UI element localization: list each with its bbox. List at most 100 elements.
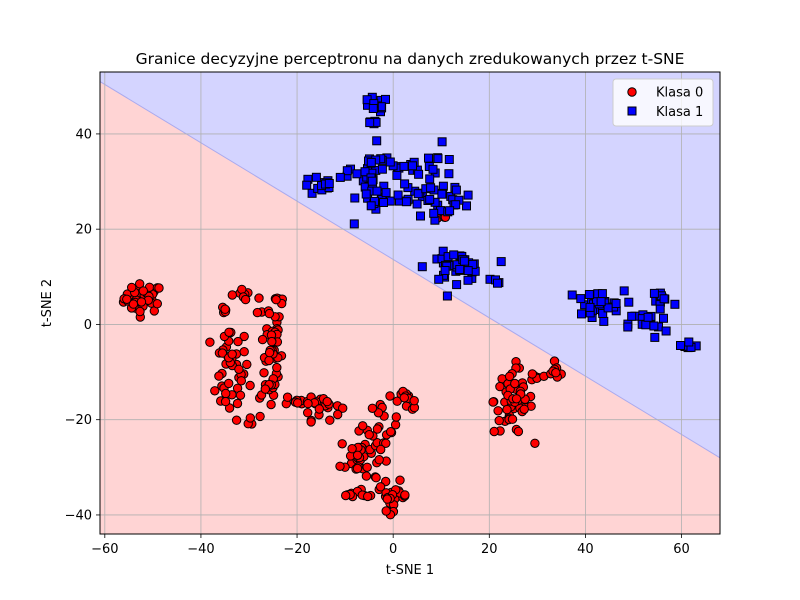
point-klasa-1 [624,323,632,331]
point-klasa-0 [283,393,291,401]
x-tick-label: 40 [577,542,594,557]
point-klasa-0 [258,335,266,343]
point-klasa-0 [496,382,504,390]
point-klasa-0 [265,356,273,364]
point-klasa-0 [315,405,323,413]
point-klasa-0 [238,285,246,293]
point-klasa-1 [612,300,620,308]
point-klasa-1 [373,187,381,195]
point-klasa-0 [363,463,371,471]
point-klasa-1 [378,165,386,173]
point-klasa-1 [460,257,468,265]
point-klasa-0 [304,409,312,417]
point-klasa-0 [255,294,263,302]
point-klasa-1 [464,267,472,275]
point-klasa-0 [265,309,273,317]
point-klasa-0 [243,360,251,368]
point-klasa-0 [225,328,233,336]
point-klasa-1 [677,342,685,350]
point-klasa-1 [351,194,359,202]
y-axis-label: t-SNE 2 [40,279,55,327]
point-klasa-1 [644,313,652,321]
x-axis-ticks: −60 −40 −20 0 20 40 60 [91,534,690,557]
point-klasa-1 [568,291,576,299]
point-klasa-0 [494,407,502,415]
point-klasa-1 [577,295,585,303]
point-klasa-0 [514,427,522,435]
point-klasa-0 [520,405,528,413]
point-klasa-0 [372,474,380,482]
point-klasa-1 [401,180,409,188]
plot-area [100,72,720,534]
y-tick-label: −40 [65,508,92,523]
point-klasa-1 [656,305,664,313]
point-klasa-1 [578,310,586,318]
point-klasa-0 [368,404,376,412]
point-klasa-1 [585,291,593,299]
point-klasa-0 [375,456,383,464]
point-klasa-0 [508,415,516,423]
point-klasa-0 [495,416,503,424]
point-klasa-1 [597,298,605,306]
point-klasa-0 [326,416,334,424]
y-tick-label: −20 [65,413,92,428]
point-klasa-1 [417,212,425,220]
point-klasa-0 [256,412,264,420]
y-tick-label: 40 [75,127,92,142]
point-klasa-0 [155,284,163,292]
point-klasa-1 [445,156,453,164]
point-klasa-0 [382,507,390,515]
point-klasa-0 [123,295,131,303]
point-klasa-1 [362,190,370,198]
point-klasa-0 [139,287,147,295]
point-klasa-1 [429,165,437,173]
point-klasa-1 [386,158,394,166]
point-klasa-0 [225,379,233,387]
point-klasa-0 [364,492,372,500]
point-klasa-1 [435,275,443,283]
point-klasa-0 [410,397,418,405]
point-klasa-1 [368,177,376,185]
point-klasa-0 [294,399,302,407]
point-klasa-0 [490,427,498,435]
point-klasa-0 [531,439,539,447]
point-klasa-1 [402,198,410,206]
point-klasa-0 [240,348,248,356]
point-klasa-0 [323,397,331,405]
point-klasa-0 [528,370,536,378]
point-klasa-1 [303,181,311,189]
point-klasa-1 [685,338,693,346]
point-klasa-1 [438,190,446,198]
point-klasa-0 [246,381,254,389]
legend-label-klasa-1: Klasa 1 [656,105,703,120]
point-klasa-0 [235,365,243,373]
point-klasa-0 [401,491,409,499]
legend-marker-klasa-1 [628,107,636,115]
point-klasa-0 [336,462,344,470]
point-klasa-1 [660,295,668,303]
point-klasa-1 [418,263,426,271]
point-klasa-1 [598,290,606,298]
point-klasa-1 [393,171,401,179]
point-klasa-1 [325,180,333,188]
point-klasa-0 [246,414,254,422]
point-klasa-0 [503,405,511,413]
point-klasa-1 [312,173,320,181]
point-klasa-1 [600,317,608,325]
point-klasa-1 [463,202,471,210]
point-klasa-1 [438,138,446,146]
point-klasa-1 [415,170,423,178]
point-klasa-0 [260,369,268,377]
point-klasa-1 [382,189,390,197]
point-klasa-1 [445,170,453,178]
point-klasa-1 [434,155,442,163]
point-klasa-0 [233,399,241,407]
point-klasa-0 [386,392,394,400]
point-klasa-0 [334,410,342,418]
point-klasa-0 [377,445,385,453]
point-klasa-1 [625,298,633,306]
point-klasa-1 [464,276,472,284]
point-klasa-1 [441,267,449,275]
point-klasa-1 [430,209,438,217]
